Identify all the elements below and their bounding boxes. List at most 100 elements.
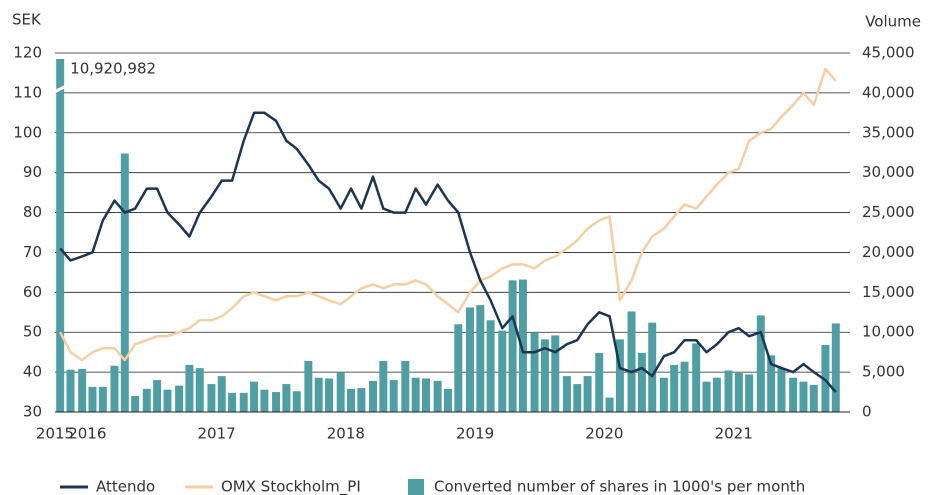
bar xyxy=(670,364,679,412)
bar xyxy=(583,376,592,412)
bar xyxy=(282,384,291,412)
y2-tick-label: 5,000 xyxy=(862,363,905,381)
legend-label: Attendo xyxy=(96,478,155,495)
y-tick-label: 40 xyxy=(23,363,42,381)
bar xyxy=(724,370,733,412)
x-tick-label: 2019 xyxy=(456,425,494,443)
bar xyxy=(292,391,301,412)
bar xyxy=(272,392,281,412)
y2-tick-label: 0 xyxy=(862,403,872,421)
bar xyxy=(185,364,194,412)
y2-tick-label: 45,000 xyxy=(862,44,915,62)
bar xyxy=(648,322,657,412)
y-tick-label: 80 xyxy=(23,203,42,221)
bar xyxy=(336,372,345,412)
bar xyxy=(476,305,485,412)
y-tick-label: 90 xyxy=(23,163,42,181)
bar xyxy=(357,388,366,412)
legend-label: Converted number of shares in 1000's per… xyxy=(434,478,805,495)
y2-tick-label: 35,000 xyxy=(862,123,915,141)
bar xyxy=(314,377,323,412)
bar xyxy=(518,279,527,412)
bar xyxy=(627,311,636,412)
bar xyxy=(110,365,119,412)
bar xyxy=(465,307,474,412)
y-axis-title: SEK xyxy=(12,11,42,29)
bar xyxy=(411,377,420,412)
bar xyxy=(831,323,840,412)
bar xyxy=(767,355,776,412)
bar xyxy=(433,380,442,412)
bar xyxy=(260,389,269,412)
y2-tick-label: 15,000 xyxy=(862,283,915,301)
bar xyxy=(120,153,129,412)
bar xyxy=(637,352,646,412)
bar xyxy=(562,376,571,412)
bar xyxy=(56,59,65,412)
bar xyxy=(325,378,334,412)
bar xyxy=(369,380,377,412)
line-series xyxy=(59,111,837,393)
legend-label: OMX Stockholm_PI xyxy=(221,478,361,495)
line-series xyxy=(59,67,837,362)
bar xyxy=(78,368,87,412)
bar xyxy=(454,324,463,412)
y2-tick-label: 30,000 xyxy=(862,163,915,181)
bar xyxy=(175,385,184,412)
bar xyxy=(422,378,430,412)
bar xyxy=(530,332,539,412)
bar xyxy=(195,368,204,412)
bar xyxy=(88,386,97,412)
x-tick-label: 2021 xyxy=(715,425,753,443)
bar xyxy=(486,320,495,412)
bar xyxy=(809,384,818,412)
bar xyxy=(595,352,604,412)
y-tick-label: 30 xyxy=(23,403,42,421)
bar xyxy=(142,388,151,412)
bar xyxy=(551,335,560,412)
y2-tick-label: 25,000 xyxy=(862,203,915,221)
bar xyxy=(789,377,798,412)
y2-tick-label: 10,000 xyxy=(862,323,915,341)
bar xyxy=(131,396,140,412)
x-tick-label: 2015 xyxy=(36,425,74,443)
bar xyxy=(745,374,754,412)
bar xyxy=(508,280,517,412)
x-tick-label: 2020 xyxy=(585,425,623,443)
bar xyxy=(153,380,162,412)
bar xyxy=(605,397,614,412)
bar xyxy=(163,389,172,412)
bar xyxy=(66,369,75,412)
bar xyxy=(734,372,743,412)
y-tick-label: 110 xyxy=(13,83,42,101)
bar xyxy=(712,377,721,412)
y-tick-label: 60 xyxy=(23,283,42,301)
y-tick-label: 120 xyxy=(13,44,42,62)
bar xyxy=(573,384,582,412)
bar xyxy=(692,343,701,412)
bar xyxy=(443,388,452,412)
y2-tick-label: 40,000 xyxy=(862,83,915,101)
bar xyxy=(659,377,668,412)
bar xyxy=(379,360,388,412)
bar xyxy=(207,384,216,412)
bar xyxy=(389,380,398,412)
bar xyxy=(615,339,624,412)
bar xyxy=(821,344,830,412)
bar xyxy=(777,368,786,412)
y-tick-label: 100 xyxy=(13,123,42,141)
legend-swatch xyxy=(408,479,424,495)
y2-axis-title: Volume xyxy=(865,13,921,31)
bar xyxy=(498,330,507,412)
bar xyxy=(347,388,356,412)
y-tick-label: 50 xyxy=(23,323,42,341)
annotation: 10,920,982 xyxy=(70,60,156,78)
bar xyxy=(702,381,711,412)
bar xyxy=(98,386,107,412)
bar xyxy=(304,360,313,412)
axis-break xyxy=(51,83,69,95)
bar xyxy=(799,381,808,412)
bar xyxy=(217,376,226,412)
bar xyxy=(680,361,689,412)
